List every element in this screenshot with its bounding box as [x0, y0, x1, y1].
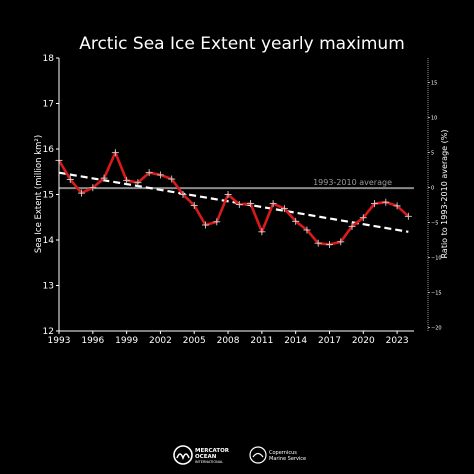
data-point [314, 239, 322, 247]
y2-tick-label: 0 [431, 186, 434, 192]
data-point [280, 205, 288, 213]
axes [56, 57, 430, 334]
data-point [134, 179, 142, 187]
copernicus-logo: Copernicus Marine Service [249, 446, 306, 464]
y2-tick-label: 5 [431, 151, 434, 157]
copernicus-logo-icon [249, 446, 267, 464]
data-point [168, 175, 176, 183]
x-tick-label: 1996 [81, 336, 104, 346]
mercator-logo: MERCATOR OCEAN INTERNATIONAL [173, 445, 230, 465]
chart-title: Arctic Sea Ice Extent yearly maximum [79, 34, 405, 54]
x-tick-label: 2014 [284, 336, 307, 346]
data-point [371, 200, 379, 208]
x-tick-label: 2011 [250, 336, 273, 346]
data-point [404, 212, 412, 220]
data-point [156, 171, 164, 179]
tick-labels: 1993 1996 1999 2002 2005 2008 2011 2014 2017 2020… [43, 54, 442, 346]
x-tick-label: 2008 [217, 336, 240, 346]
data-point [393, 202, 401, 210]
data-point [235, 201, 243, 209]
data-point [325, 241, 333, 249]
y2-tick-label: −20 [431, 326, 442, 332]
data-point [111, 149, 119, 157]
y-tick-label: 12 [43, 327, 54, 337]
x-tick-label: 1999 [115, 336, 138, 346]
data-point [303, 226, 311, 234]
data-point [202, 221, 210, 229]
y-tick-label: 14 [43, 236, 55, 246]
x-tick-label: 2020 [352, 336, 375, 346]
data-point [359, 214, 367, 222]
data-point [66, 175, 74, 183]
data-point [348, 222, 356, 230]
data-point [179, 191, 187, 198]
trend-line [58, 171, 409, 233]
copernicus-logo-line2: Marine Service [269, 456, 306, 462]
y2-tick-label: 10 [431, 116, 437, 122]
data-point [190, 201, 198, 209]
x-tick-label: 2002 [149, 336, 172, 346]
average-label: 1993-2010 average [313, 178, 392, 187]
y2-tick-label: −10 [431, 256, 442, 262]
y2-tick-label: 15 [431, 81, 437, 87]
x-tick-label: 1993 [48, 336, 71, 346]
data-point [78, 189, 86, 197]
data-point [89, 184, 97, 192]
data-point [123, 176, 131, 184]
y-tick-label: 15 [43, 191, 54, 201]
series-group [55, 149, 412, 249]
data-point [224, 191, 232, 198]
y-tick-label: 17 [43, 100, 54, 110]
y2-axis-label: Ratio to 1993-2010 average (%) [440, 130, 449, 259]
data-point [292, 217, 300, 225]
mercator-logo-wave [176, 453, 190, 461]
y-axis-label: Sea Ice Extent (million km²) [34, 135, 44, 253]
copernicus-logo-line1: Copernicus [269, 450, 297, 456]
data-point [100, 174, 108, 182]
x-tick-label: 2017 [318, 336, 341, 346]
mercator-logo-icon [173, 445, 193, 465]
data-point [258, 228, 266, 236]
y2-tick-label: −5 [431, 221, 438, 227]
y2-tick-label: −15 [431, 291, 442, 297]
data-point [337, 238, 345, 246]
mercator-logo-line2: OCEAN [195, 454, 217, 460]
data-point [145, 169, 153, 177]
mercator-logo-line3: INTERNATIONAL [195, 460, 223, 464]
data-point [382, 198, 390, 206]
trend-line-group [58, 171, 409, 233]
y-tick-label: 16 [43, 145, 55, 155]
y-tick-label: 18 [43, 54, 55, 64]
series-line [57, 151, 410, 246]
data-point [213, 218, 221, 226]
average-reference: 1993-2010 average [59, 178, 414, 190]
x-tick-label: 2005 [183, 336, 206, 346]
data-point [269, 200, 277, 208]
copernicus-logo-arc [252, 452, 264, 458]
mercator-logo-line1: MERCATOR [195, 448, 230, 454]
x-tick-label: 2023 [386, 336, 409, 346]
y-tick-label: 13 [43, 282, 54, 292]
data-point [247, 200, 255, 208]
